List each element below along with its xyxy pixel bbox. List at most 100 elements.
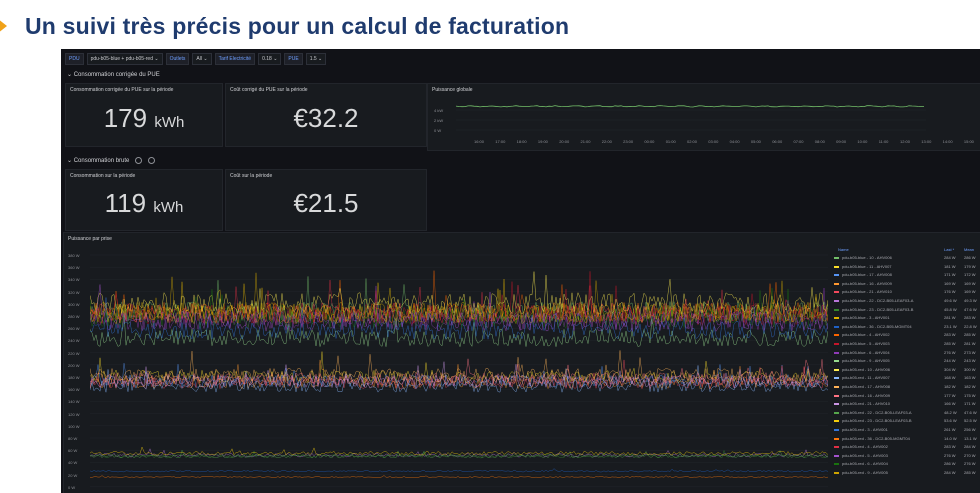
y-tick-label: 100 W [68,424,80,429]
var-select-pue[interactable]: 1.5 ⌄ [306,53,327,65]
var-select-pdu[interactable]: pdu-b05-blue + pdu-b05-red ⌄ [87,53,163,65]
legend-item[interactable]: pdu-b05-red - 9 - AHV005 284 W 285 W [828,470,980,477]
legend-item[interactable]: pdu-b05-blue - 36 - DC2-B05-MGMT04 23.1 W… [828,324,980,331]
legend-item[interactable]: pdu-b05-blue - 3 - AHV001 281 W 283 W [828,315,980,322]
legend-item[interactable]: pdu-b05-red - 4 - AHV002 283 W 284 W [828,444,980,451]
legend-series-name: pdu-b05-red - 9 - AHV005 [842,470,888,475]
legend-last-value: 283 W [944,332,956,337]
x-tick-label: 17:00 [495,139,505,144]
stat-panel-pue-cost: Coût corrigé du PUE sur la période €32.2 [225,83,427,147]
legend-series-name: pdu-b05-blue - 36 - DC2-B05-MGMT04 [842,324,912,329]
legend-item[interactable]: pdu-b05-blue - 22 - DC2-B05-LEAF03-A 49.6… [828,298,980,305]
y-tick-label: 60 W [68,448,77,453]
x-tick-label: 18:00 [517,139,527,144]
legend-header-mean[interactable]: Mean [964,247,974,252]
legend-swatch [834,360,839,362]
legend-mean-value: 169 W [964,289,976,294]
legend-item[interactable]: pdu-b05-blue - 11 - AHV007 181 W 179 W [828,264,980,271]
legend-last-value: 261 W [944,427,956,432]
y-tick-label: 380 W [68,253,80,258]
legend-series-name: pdu-b05-red - 4 - AHV002 [842,444,888,449]
legend-mean-value: 163 W [964,375,976,380]
legend-item[interactable]: pdu-b05-blue - 10 - AHV006 284 W 286 W [828,255,980,262]
legend-series-name: pdu-b05-red - 17 - AHV008 [842,384,890,389]
legend-series-name: pdu-b05-red - 10 - AHV006 [842,367,890,372]
x-tick-label: 11:00 [879,139,889,144]
row-header-brute[interactable]: ⌄ Consommation brute [67,157,155,164]
legend-header-name[interactable]: Name [838,247,849,252]
legend-swatch [834,283,839,285]
x-tick-label: 04:00 [730,139,740,144]
legend-mean-value: 273 W [964,350,976,355]
legend-last-value: 166 W [944,401,956,406]
legend-item[interactable]: pdu-b05-blue - 16 - AHV009 169 W 169 W [828,281,980,288]
row-header-pue[interactable]: ⌄ Consommation corrigée du PUE [67,71,160,78]
legend-item[interactable]: pdu-b05-red - 5 - AHV003 276 W 270 W [828,453,980,460]
legend-series-name: pdu-b05-blue - 4 - AHV002 [842,332,890,337]
legend-series-name: pdu-b05-red - 22 - DC2-B05-LEAF03-A [842,410,912,415]
panel-title: Puissance globale [432,87,473,93]
x-tick-label: 09:00 [836,139,846,144]
legend-item[interactable]: pdu-b05-red - 3 - AHV001 261 W 256 W [828,427,980,434]
var-select-tarif[interactable]: 0.18 ⌄ [258,53,281,65]
y-tick-label: 0 W [68,485,75,490]
legend-series-name: pdu-b05-blue - 21 - AHV010 [842,289,892,294]
legend-item[interactable]: pdu-b05-red - 17 - AHV008 182 W 182 W [828,384,980,391]
legend-item[interactable]: pdu-b05-blue - 23 - DC2-B05-LEAF03-B 45.8… [828,307,980,314]
legend-series-name: pdu-b05-blue - 5 - AHV003 [842,341,890,346]
legend-series-name: pdu-b05-red - 5 - AHV003 [842,453,888,458]
legend-item[interactable]: pdu-b05-red - 36 - DC2-B05-MGMT04 14.0 W 1… [828,436,980,443]
legend-last-value: 45.8 W [944,307,957,312]
gear-icon[interactable] [135,157,142,164]
legend-item[interactable]: pdu-b05-red - 11 - AHV007 168 W 163 W [828,375,980,382]
global-power-chart [456,104,926,142]
legend-item[interactable]: pdu-b05-red - 6 - AHV004 286 W 276 W [828,461,980,468]
legend-mean-value: 47.6 W [964,410,977,415]
legend-mean-value: 283 W [964,315,976,320]
y-tick-label: 0 W [434,128,441,133]
legend-swatch [834,446,839,448]
legend-mean-value: 243 W [964,358,976,363]
legend-series-name: pdu-b05-red - 36 - DC2-B05-MGMT04 [842,436,910,441]
legend-item[interactable]: pdu-b05-red - 21 - AHV010 166 W 171 W [828,401,980,408]
legend-item[interactable]: pdu-b05-blue - 17 - AHV008 171 W 172 W [828,272,980,279]
y-tick-label: 200 W [68,363,80,368]
x-tick-label: 10:00 [857,139,867,144]
trash-icon[interactable] [148,157,155,164]
legend-mean-value: 276 W [964,461,976,466]
legend-last-value: 284 W [944,470,956,475]
y-tick-label: 280 W [68,314,80,319]
x-tick-label: 23:00 [623,139,633,144]
legend-last-value: 283 W [944,444,956,449]
legend-item[interactable]: pdu-b05-blue - 5 - AHV003 285 W 281 W [828,341,980,348]
legend-last-value: 276 W [944,453,956,458]
var-select-outlets[interactable]: All ⌄ [192,53,211,65]
legend-series-name: pdu-b05-blue - 3 - AHV001 [842,315,890,320]
legend-last-value: 181 W [944,264,956,269]
legend-item[interactable]: pdu-b05-red - 16 - AHV009 177 W 175 W [828,393,980,400]
stat-value: 119 kWh [66,188,222,219]
legend-series-name: pdu-b05-red - 3 - AHV001 [842,427,888,432]
y-tick-label: 180 W [68,375,80,380]
series-line-total [456,106,924,107]
legend-item[interactable]: pdu-b05-blue - 4 - AHV002 283 W 285 W [828,332,980,339]
legend-mean-value: 22.8 W [964,324,977,329]
legend-item[interactable]: pdu-b05-red - 22 - DC2-B05-LEAF03-A 48.2 … [828,410,980,417]
legend-last-value: 53.6 W [944,418,957,423]
var-label-pue: PUE [284,53,302,65]
x-tick-label: 20:00 [559,139,569,144]
legend-mean-value: 281 W [964,341,976,346]
legend-item[interactable]: pdu-b05-red - 10 - AHV006 304 W 300 W [828,367,980,374]
legend-mean-value: 285 W [964,332,976,337]
legend-mean-value: 47.6 W [964,307,977,312]
legend-series-name: pdu-b05-red - 11 - AHV007 [842,375,890,380]
panel-title: Puissance par prise [68,236,112,242]
legend-mean-value: 175 W [964,393,976,398]
legend-header-last[interactable]: Last * [944,247,954,252]
y-tick-label: 80 W [68,436,77,441]
grafana-dashboard: PDU pdu-b05-blue + pdu-b05-red ⌄ Outlets… [61,49,980,493]
legend-item[interactable]: pdu-b05-red - 23 - DC2-B05-LEAF03-B 53.6 … [828,418,980,425]
legend-item[interactable]: pdu-b05-blue - 21 - AHV010 176 W 169 W [828,289,980,296]
legend-item[interactable]: pdu-b05-blue - 9 - AHV005 244 W 243 W [828,358,980,365]
legend-item[interactable]: pdu-b05-blue - 6 - AHV004 276 W 273 W [828,350,980,357]
